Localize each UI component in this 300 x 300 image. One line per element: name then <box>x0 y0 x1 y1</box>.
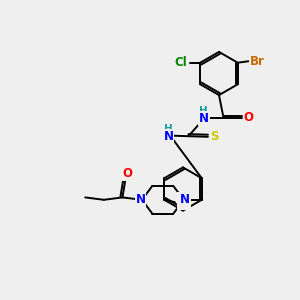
Text: O: O <box>122 167 132 180</box>
Text: H: H <box>199 106 208 116</box>
Text: N: N <box>135 193 146 206</box>
Text: N: N <box>180 193 190 206</box>
Text: S: S <box>210 130 218 143</box>
Text: Br: Br <box>250 55 264 68</box>
Text: Cl: Cl <box>174 56 187 69</box>
Text: H: H <box>164 124 173 134</box>
Text: N: N <box>199 112 209 125</box>
Text: O: O <box>244 111 254 124</box>
Text: Cl: Cl <box>177 196 190 209</box>
Text: N: N <box>178 193 188 206</box>
Text: N: N <box>164 130 174 143</box>
